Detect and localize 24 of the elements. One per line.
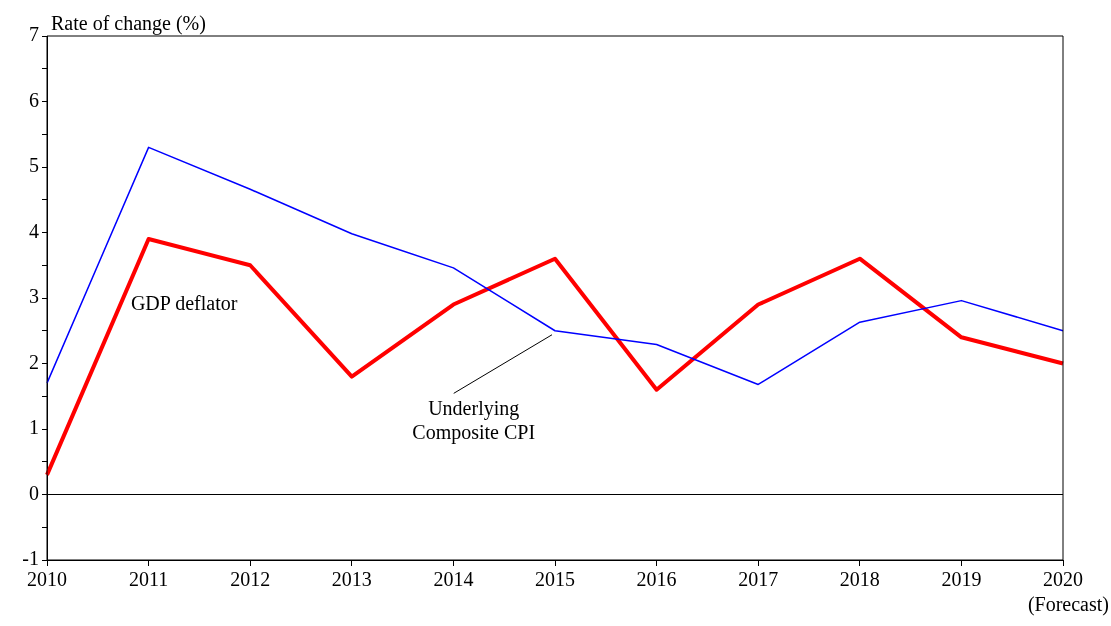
x-tick-label: 2015 [535,568,575,591]
y-tick-label: 4 [29,219,39,242]
x-tick-label: 2019 [941,568,982,591]
text: (Forecast) [1027,593,1109,617]
x-tick-label: 2020 [1043,568,1083,591]
x-tick-label: 2013 [331,568,372,591]
y-tick-label: 0 [29,481,39,504]
x-tick-label: 2014 [433,568,474,591]
y-tick-label: 5 [29,154,39,177]
y-tick-label: 2 [29,350,39,373]
series-label: GDP deflator [130,291,238,314]
y-tick-label: 3 [29,285,39,308]
y-axis-title: Rate of change (%) [51,12,206,36]
x-tick-label: 2018 [839,568,880,591]
x-tick-label: 2012 [230,568,271,591]
y-tick-label: -1 [22,547,39,570]
x-tick-label: 2011 [128,568,169,591]
x-tick-label: 2016 [636,568,677,591]
y-tick-label: 1 [29,416,39,439]
y-tick-label: 6 [29,88,39,111]
x-tick-label: 2010 [27,568,67,591]
text: Underlying Composite CPI [412,396,536,444]
x-tick-label: 2017 [738,568,779,591]
y-tick-label: 7 [29,23,39,46]
